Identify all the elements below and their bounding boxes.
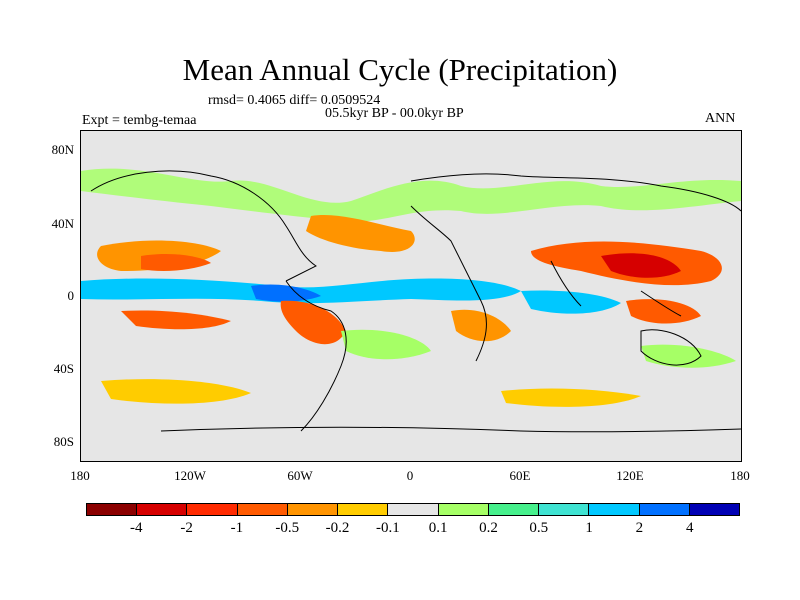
lon-tick: 0 bbox=[406, 468, 414, 483]
precipitation-map bbox=[81, 168, 741, 433]
colorbar-swatch bbox=[539, 504, 590, 515]
colorbar-label: -0.1 bbox=[375, 520, 400, 536]
anomaly-patch bbox=[121, 310, 231, 330]
colorbar-label: 4 bbox=[685, 520, 694, 536]
colorbar-swatch bbox=[237, 504, 288, 515]
lon-tick: 120E bbox=[616, 468, 644, 483]
anomaly-patch bbox=[626, 299, 701, 324]
colorbar-swatch bbox=[639, 504, 690, 515]
period-label: 05.5kyr BP - 00.0kyr BP bbox=[325, 106, 464, 121]
colorbar-swatch bbox=[589, 504, 640, 515]
map-panel bbox=[80, 130, 742, 462]
anomaly-patch bbox=[251, 284, 321, 302]
lat-tick: 0 bbox=[67, 288, 75, 303]
anomaly-patch bbox=[81, 168, 741, 222]
lat-tick: 40N bbox=[51, 216, 74, 231]
colorbar-swatch bbox=[689, 504, 740, 515]
colorbar-swatch bbox=[137, 504, 188, 515]
coastlines bbox=[90, 170, 741, 433]
colorbar-swatch bbox=[187, 504, 238, 515]
anomaly-patch bbox=[501, 388, 641, 407]
lat-tick: 40S bbox=[53, 361, 74, 376]
experiment-label: Expt = tembg-temaa bbox=[82, 113, 197, 128]
colorbar-label: 2 bbox=[635, 520, 644, 536]
colorbar-label: 1 bbox=[585, 520, 593, 536]
colorbar-swatch bbox=[287, 504, 339, 515]
anomaly-patch bbox=[306, 214, 415, 252]
colorbar-label: 0.5 bbox=[529, 520, 549, 536]
colorbar-label: 0.1 bbox=[428, 520, 448, 536]
colorbar-label: -4 bbox=[130, 520, 143, 536]
lat-tick: 80S bbox=[53, 434, 74, 449]
anomaly-patch bbox=[521, 290, 621, 314]
colorbar-swatch bbox=[87, 504, 138, 515]
colorbar-label: 0.2 bbox=[479, 520, 498, 536]
stats-label: rmsd= 0.4065 diff= 0.0509524 bbox=[208, 93, 381, 108]
colorbar-swatch bbox=[338, 504, 389, 515]
anomaly-patch bbox=[280, 300, 346, 345]
anomaly-patch bbox=[101, 379, 251, 404]
anomaly-patch bbox=[641, 344, 736, 368]
lat-tick: 80N bbox=[51, 142, 74, 157]
colorbar-label: -0.2 bbox=[325, 520, 350, 536]
colorbar bbox=[86, 503, 740, 516]
lon-tick: 180 bbox=[70, 468, 90, 483]
colorbar-label: -2 bbox=[180, 520, 193, 536]
plot-title: Mean Annual Cycle (Precipitation) bbox=[182, 52, 618, 87]
anomaly-patch bbox=[141, 253, 211, 271]
colorbar-label: -1 bbox=[230, 520, 244, 536]
lon-tick: 120W bbox=[174, 468, 206, 483]
colorbar-label: -0.5 bbox=[275, 520, 300, 536]
lon-tick: 180 bbox=[730, 468, 750, 483]
lon-tick: 60E bbox=[509, 468, 531, 483]
colorbar-swatch bbox=[438, 504, 489, 515]
anomaly-field bbox=[81, 168, 741, 407]
season-label: ANN bbox=[705, 111, 736, 126]
anomaly-patch bbox=[341, 329, 431, 360]
anomaly-patch bbox=[451, 309, 511, 342]
anomaly-patch bbox=[601, 253, 681, 278]
colorbar-swatch bbox=[388, 504, 439, 515]
colorbar-swatch bbox=[488, 504, 540, 515]
lon-tick: 60W bbox=[287, 468, 313, 483]
